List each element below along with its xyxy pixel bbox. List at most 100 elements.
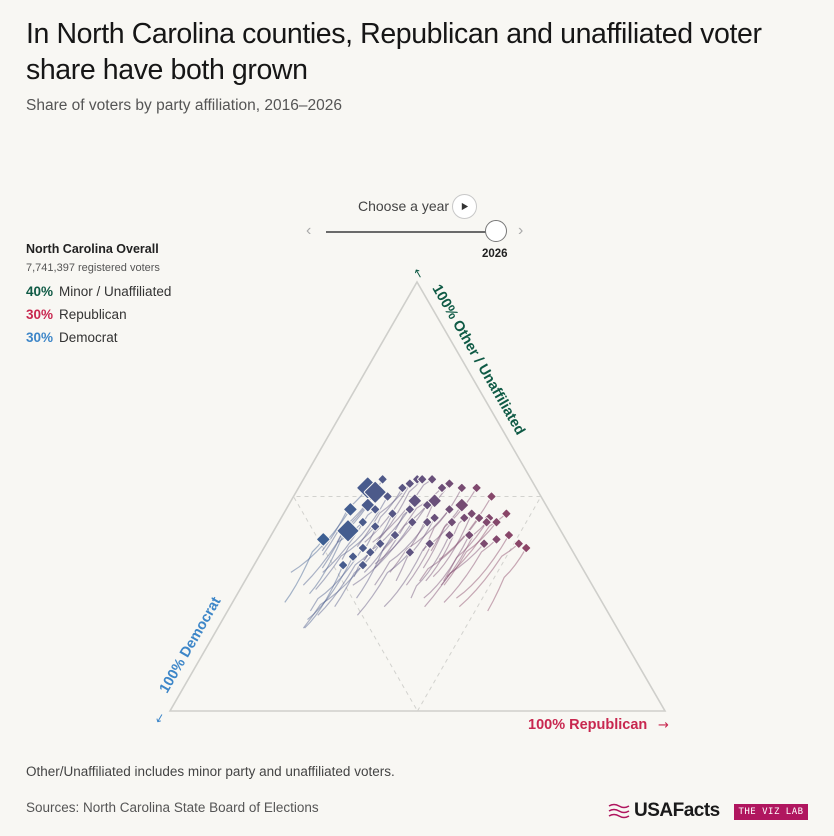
county-marker[interactable]: [422, 500, 433, 511]
axis-label-republican: 100% Republican: [528, 717, 647, 733]
year-picker-label: Choose a year: [358, 198, 450, 214]
county-trail: [352, 521, 413, 586]
legend-item-democrat: 30% Democrat: [26, 330, 118, 345]
county-marker[interactable]: [404, 547, 415, 558]
county-marker[interactable]: [471, 482, 482, 493]
county-marker[interactable]: [422, 517, 433, 528]
county-marker[interactable]: [407, 517, 418, 528]
county-trail: [363, 487, 403, 552]
county-marker[interactable]: [466, 508, 477, 519]
chart-title: In North Carolina counties, Republican a…: [26, 18, 762, 86]
county-marker[interactable]: [387, 508, 398, 519]
county-marker[interactable]: [454, 497, 469, 513]
county-marker[interactable]: [491, 534, 502, 545]
county-marker[interactable]: [382, 491, 393, 502]
usafacts-logo: USAFacts: [608, 800, 720, 822]
county-trail: [307, 556, 354, 621]
county-trail: [284, 539, 324, 603]
county-marker[interactable]: [446, 517, 457, 528]
county-marker[interactable]: [407, 493, 422, 508]
county-marker[interactable]: [479, 538, 490, 549]
next-year-chevron-icon[interactable]: ›: [518, 222, 524, 239]
county-trail: [389, 509, 450, 573]
county-marker[interactable]: [513, 538, 524, 549]
county-trail: [376, 478, 423, 543]
county-marker[interactable]: [370, 504, 381, 515]
county-trail: [424, 543, 485, 608]
county-marker[interactable]: [357, 542, 368, 554]
county-marker[interactable]: [336, 519, 360, 543]
county-trail: [383, 543, 431, 608]
midpoint-gridlines: [292, 496, 542, 713]
legend-label: Republican: [59, 307, 127, 322]
county-trail: [317, 551, 371, 616]
county-marker[interactable]: [444, 478, 455, 489]
play-button[interactable]: [452, 194, 477, 219]
county-trail: [395, 517, 436, 582]
county-marker[interactable]: [357, 517, 368, 528]
county-trail: [443, 517, 490, 582]
county-marker[interactable]: [436, 482, 448, 493]
registered-voters-count: 7,741,397 registered voters: [26, 262, 160, 274]
county-marker[interactable]: [444, 504, 455, 515]
county-marker[interactable]: [459, 512, 470, 523]
county-trail: [304, 564, 344, 629]
county-marker[interactable]: [424, 538, 435, 549]
county-marker[interactable]: [429, 512, 440, 523]
county-marker[interactable]: [444, 530, 455, 541]
county-marker[interactable]: [456, 482, 467, 493]
legend-label: Minor / Unaffiliated: [59, 284, 172, 299]
county-marker[interactable]: [347, 551, 359, 562]
legend-title: North Carolina Overall: [26, 242, 159, 256]
county-trail: [423, 534, 470, 599]
county-marker[interactable]: [474, 512, 485, 524]
county-trail: [372, 478, 433, 543]
county-marker[interactable]: [375, 538, 386, 549]
county-marker[interactable]: [397, 482, 408, 493]
county-trail: [356, 534, 396, 599]
play-icon: [461, 202, 469, 211]
county-marker[interactable]: [417, 474, 428, 485]
county-marker[interactable]: [363, 480, 387, 504]
county-marker[interactable]: [357, 560, 368, 571]
county-marker[interactable]: [491, 517, 502, 528]
county-marker[interactable]: [481, 517, 492, 528]
previous-year-chevron-icon[interactable]: ‹: [306, 222, 312, 239]
county-trail: [302, 564, 364, 629]
county-trail: [374, 504, 428, 569]
county-marker[interactable]: [521, 542, 532, 554]
county-marker[interactable]: [464, 530, 475, 541]
axis-label-other: 100% Other / Unaffiliated: [429, 282, 528, 438]
county-marker[interactable]: [486, 491, 497, 502]
county-trail: [405, 521, 453, 586]
county-marker[interactable]: [316, 532, 331, 547]
chart-subtitle: Share of voters by party affiliation, 20…: [26, 97, 342, 114]
county-marker[interactable]: [377, 474, 388, 485]
county-marker[interactable]: [343, 502, 358, 517]
county-marker[interactable]: [404, 504, 415, 515]
legend-item-republican: 30% Republican: [26, 307, 127, 322]
county-trail: [290, 509, 351, 573]
county-marker[interactable]: [404, 478, 415, 489]
year-slider-track[interactable]: [326, 231, 496, 233]
axis-label-democrat: 100% Democrat: [157, 594, 225, 696]
county-marker[interactable]: [501, 508, 512, 519]
county-trail: [487, 547, 527, 612]
other-arrow-icon: →: [409, 266, 426, 282]
county-marker[interactable]: [370, 521, 381, 532]
county-trail: [456, 534, 510, 599]
legend-pct: 30%: [26, 330, 54, 345]
county-marker[interactable]: [427, 474, 438, 485]
year-slider-handle[interactable]: [485, 220, 507, 242]
county-trail: [422, 504, 463, 569]
county-trail: [356, 551, 411, 616]
county-marker[interactable]: [338, 560, 349, 571]
county-marker[interactable]: [365, 547, 376, 558]
county-trail: [363, 508, 411, 573]
legend-item-unaffiliated: 40% Minor / Unaffiliated: [26, 284, 171, 299]
county-trail: [422, 487, 463, 552]
county-trail: [443, 521, 497, 586]
democrat-arrow-icon: →: [151, 711, 168, 727]
county-marker[interactable]: [503, 530, 514, 541]
county-marker[interactable]: [389, 530, 401, 541]
